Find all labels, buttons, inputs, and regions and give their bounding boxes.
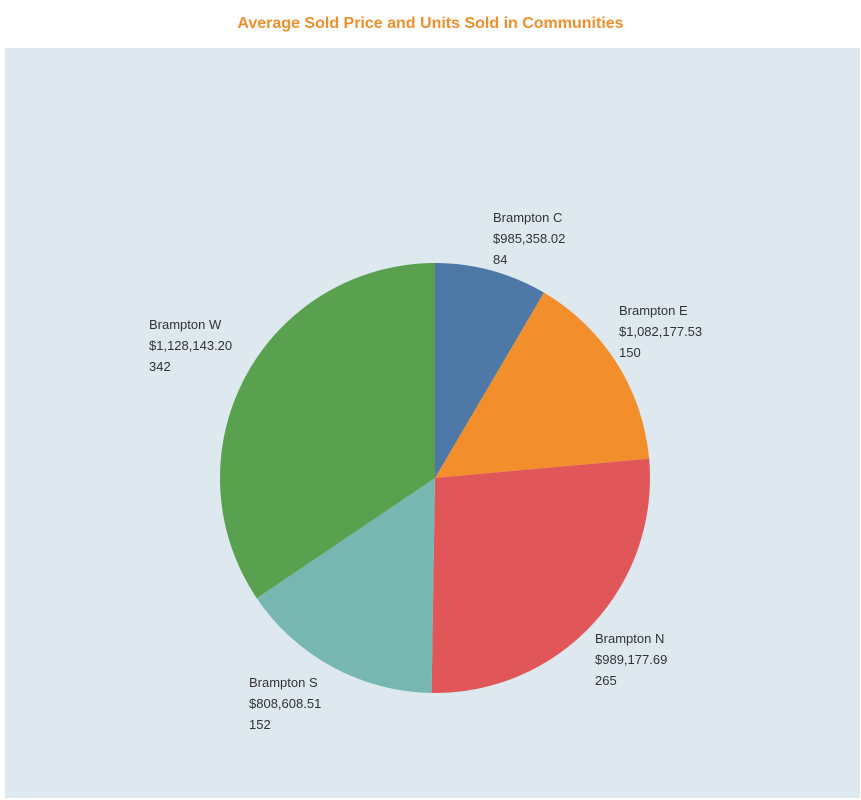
chart-title: Average Sold Price and Units Sold in Com…	[237, 15, 624, 32]
slice-label-name: Brampton N	[595, 631, 664, 646]
slice-label-name: Brampton S	[249, 675, 318, 690]
pie-labels: Brampton C $985,358.02 84 Brampton E $1,082,…	[149, 210, 702, 732]
slice-label-avg-price: $985,358.02	[493, 231, 565, 246]
slice-label-avg-price: $989,177.69	[595, 652, 667, 667]
slice-label-avg-price: $808,608.51	[249, 696, 321, 711]
plot-area: Brampton C $985,358.02 84 Brampton E $1,082,…	[5, 48, 860, 798]
pie-slice-brampton-e[interactable]	[435, 292, 650, 478]
slice-label-avg-price: $1,082,177.53	[619, 324, 702, 339]
pie-slice-brampton-n[interactable]	[431, 458, 651, 693]
pie-slice-brampton-w[interactable]	[219, 263, 435, 599]
slice-label-units: 342	[149, 359, 171, 374]
pie-slice-brampton-c[interactable]	[435, 263, 544, 478]
pie-slice-brampton-s[interactable]	[256, 478, 435, 693]
slice-label-name: Brampton W	[149, 317, 222, 332]
slice-label-units: 84	[493, 252, 507, 267]
slice-label-units: 152	[249, 717, 271, 732]
slice-label-name: Brampton C	[493, 210, 562, 225]
slice-label-units: 265	[595, 673, 617, 688]
slice-label-units: 150	[619, 345, 641, 360]
pie-chart: Brampton C $985,358.02 84 Brampton E $1,082,…	[5, 48, 860, 798]
pie-slices	[219, 263, 651, 693]
slice-label-name: Brampton E	[619, 303, 688, 318]
slice-label-avg-price: $1,128,143.20	[149, 338, 232, 353]
